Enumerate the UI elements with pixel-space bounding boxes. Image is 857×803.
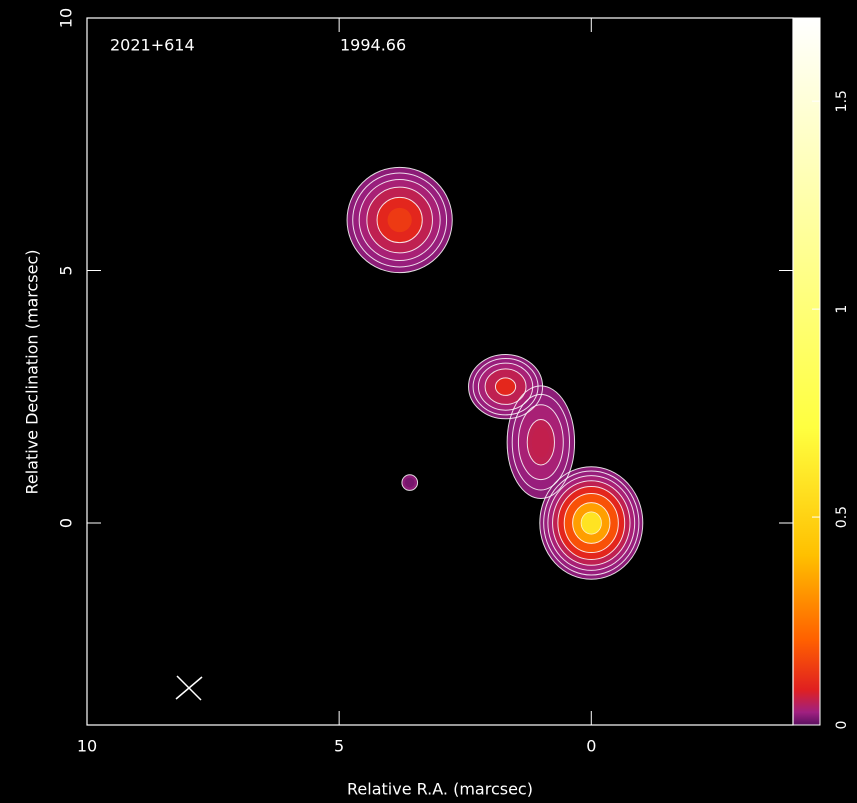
colorbar-tick-label: 1.5 — [834, 90, 850, 112]
y-tick-label: 5 — [57, 265, 76, 275]
background — [0, 0, 857, 803]
epoch: 1994.66 — [340, 36, 406, 55]
source-peak — [496, 379, 514, 395]
source-peak — [532, 427, 550, 457]
x-axis-title: Relative R.A. (marcsec) — [347, 780, 533, 799]
colorbar-tick-label: 0.5 — [834, 506, 850, 528]
colorbar-tick-label: 0 — [834, 721, 850, 730]
x-tick-label: 5 — [334, 737, 344, 756]
y-tick-label: 0 — [57, 518, 76, 528]
source-peak — [405, 478, 415, 488]
source-peak — [388, 208, 412, 232]
source-peak — [581, 512, 601, 534]
colorbar-tick-label: 1 — [834, 305, 850, 314]
x-tick-label: 10 — [77, 737, 97, 756]
y-axis-title: Relative Declination (marcsec) — [23, 249, 42, 494]
chart: 0 0.5 1 1.5 2021+614 1994.66 Relative R.A. … — [0, 0, 857, 803]
source-name: 2021+614 — [110, 36, 195, 55]
x-tick-label: 0 — [586, 737, 596, 756]
y-tick-label: 10 — [57, 8, 76, 28]
colorbar-fill — [793, 18, 820, 725]
